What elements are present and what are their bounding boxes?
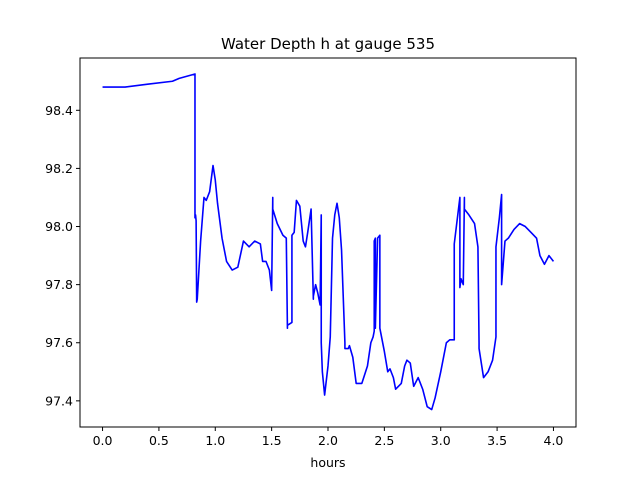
x-tick-label: 2.5 — [374, 433, 394, 448]
x-tick-label: 3.0 — [431, 433, 451, 448]
y-tick-label: 98.2 — [45, 161, 73, 176]
x-tick-label: 1.0 — [205, 433, 225, 448]
y-tick-label: 97.6 — [45, 335, 73, 350]
plot-area — [102, 73, 555, 411]
y-tick-label: 98.0 — [45, 219, 73, 234]
series-line — [102, 73, 555, 411]
x-tick-label: 4.0 — [544, 433, 564, 448]
x-axis: 0.0 0.5 1.0 1.5 2.0 2.5 3.0 3.5 4.0 — [93, 427, 564, 448]
y-axis: 97.4 97.6 97.8 98.0 98.2 98.4 — [45, 103, 80, 408]
y-tick-label: 97.4 — [45, 393, 73, 408]
x-tick-label: 0.0 — [93, 433, 113, 448]
chart-title: Water Depth h at gauge 535 — [221, 35, 435, 53]
x-tick-label: 0.5 — [149, 433, 169, 448]
plot-frame — [79, 57, 577, 428]
x-tick-label: 3.5 — [487, 433, 507, 448]
x-tick-label: 2.0 — [318, 433, 338, 448]
y-tick-label: 97.8 — [45, 277, 73, 292]
x-tick-label: 1.5 — [262, 433, 282, 448]
y-tick-label: 98.4 — [45, 103, 73, 118]
x-axis-label: hours — [310, 455, 345, 470]
